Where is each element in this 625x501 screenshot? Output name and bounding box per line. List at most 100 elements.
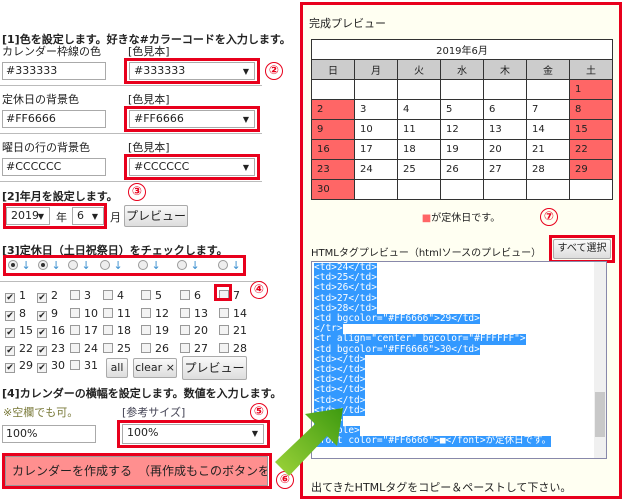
ref-size-select[interactable]: 100%	[122, 424, 264, 444]
annotation-box	[214, 284, 232, 301]
annotation-box	[3, 255, 246, 276]
day-checkbox[interactable]: 20	[180, 324, 208, 337]
calendar-day	[569, 179, 613, 200]
code-line: <td bgcolor="#FF6666">29</td>	[314, 313, 480, 325]
weekday-radio[interactable]: ↓	[100, 259, 123, 272]
day-checkbox[interactable]: ✔ 30	[37, 359, 65, 373]
day-checkbox[interactable]: 11	[103, 307, 131, 320]
html-source-textarea[interactable]: <td>24</td> <td>25</td> <td>26</td> <td>27<…	[311, 261, 607, 459]
day-checkbox[interactable]: ✔ 8	[5, 306, 26, 321]
annotation-box	[117, 420, 270, 448]
day-checkbox[interactable]: 25	[103, 342, 131, 355]
calendar-day	[397, 179, 441, 200]
day-checkbox[interactable]: ✔ 23	[37, 341, 65, 356]
code-line: </tr>	[314, 323, 343, 335]
calendar-day: 29	[569, 159, 613, 180]
color-field-label: 曜日の行の背景色	[2, 141, 90, 154]
swatch-label: [色見本]	[128, 93, 170, 106]
day-checkbox[interactable]: 6	[180, 289, 201, 302]
preview-title: 完成プレビュー	[309, 17, 386, 30]
day-checkbox[interactable]: 24	[70, 342, 98, 355]
annotation-box	[124, 154, 260, 180]
annotation-3: ③	[128, 183, 146, 201]
weekday-radio[interactable]: ↓	[218, 259, 241, 272]
color-input[interactable]: #CCCCCC	[2, 158, 106, 176]
weekday-radio[interactable]: ↓	[138, 259, 161, 272]
calendar-day: 21	[526, 139, 570, 160]
day-checkbox[interactable]: 28	[219, 342, 247, 355]
day-checkbox[interactable]: ✔ 9	[37, 306, 58, 321]
code-line: <td>24</td>	[314, 262, 377, 274]
calendar-day: 27	[483, 159, 527, 180]
day-checkbox[interactable]: 10	[70, 307, 98, 320]
code-line: <td></td>	[314, 374, 366, 386]
day-checkbox[interactable]: 17	[70, 324, 98, 337]
day-checkbox[interactable]: ✔ 16	[37, 324, 65, 338]
color-swatch-select[interactable]: #FF6666	[129, 110, 255, 128]
calendar-day	[483, 179, 527, 200]
day-checkbox[interactable]: 27	[180, 342, 208, 355]
width-input[interactable]: 100%	[2, 425, 96, 443]
calendar-title: 2019年6月	[311, 39, 613, 60]
day-checkbox[interactable]: ✔ 22	[5, 341, 33, 356]
scrollbar-thumb[interactable]	[595, 392, 605, 437]
day-checkbox[interactable]: 3	[70, 289, 91, 302]
day-checkbox[interactable]: 5	[141, 289, 162, 302]
calendar-day: 24	[354, 159, 398, 180]
calendar-day	[526, 79, 570, 100]
calendar-day	[311, 79, 355, 100]
code-line: <tr align="center" bgcolor="#FFFFFF">	[314, 333, 526, 345]
weekday-radio[interactable]: ↓	[177, 259, 200, 272]
section2-heading: [2]年月を設定します。	[2, 190, 118, 203]
day-checkbox[interactable]: ✔ 15	[5, 324, 33, 338]
clear-button[interactable]: clear ×	[133, 358, 177, 378]
day-checkbox[interactable]: 26	[141, 342, 169, 355]
holiday-swatch: ■	[421, 213, 432, 224]
code-line: <td></td>	[314, 394, 366, 406]
day-checkbox[interactable]: ✔ 1	[5, 289, 26, 303]
calendar-day	[354, 179, 398, 200]
calendar-day: 17	[354, 139, 398, 160]
weekday-radio[interactable]: ↓	[68, 259, 91, 272]
color-field-label: カレンダー枠線の色	[2, 45, 101, 58]
color-swatch-select[interactable]: #CCCCCC	[129, 158, 255, 176]
weekday-header: 木	[483, 59, 527, 80]
month-select[interactable]: 6	[72, 207, 104, 225]
weekday-radio[interactable]: ↓	[8, 259, 31, 272]
calendar-day	[440, 79, 484, 100]
day-checkbox[interactable]: 14	[219, 307, 247, 320]
scrollbar[interactable]	[594, 262, 606, 458]
calendar-day: 6	[483, 99, 527, 120]
calendar-day: 7	[526, 99, 570, 120]
year-unit: 年	[56, 211, 67, 224]
year-select[interactable]: 2019	[6, 207, 50, 225]
weekday-radio[interactable]: ↓	[38, 259, 61, 272]
code-line: <td>28</td>	[314, 302, 377, 315]
day-checkbox[interactable]: 18	[103, 324, 131, 337]
day-checkbox[interactable]: ✔ 2	[37, 289, 58, 303]
day-checkbox[interactable]: 13	[180, 307, 208, 320]
day-checkbox[interactable]: 19	[141, 324, 169, 337]
day-checkbox[interactable]: 31	[70, 359, 98, 372]
calendar-legend: ■が定休日です。	[303, 209, 619, 224]
check-all-button[interactable]: all	[106, 358, 128, 378]
code-line: <td></td>	[314, 384, 366, 396]
day-checkbox[interactable]: 21	[219, 324, 247, 337]
create-calendar-button[interactable]: カレンダーを作成する （再作成もこのボタンをクリ	[5, 456, 268, 486]
color-input[interactable]: #333333	[2, 62, 106, 80]
day-checkbox[interactable]: 12	[141, 307, 169, 320]
preview-button[interactable]: プレビュー	[124, 205, 188, 227]
select-all-button[interactable]: すべて選択	[553, 239, 611, 259]
day-checkbox[interactable]: ✔ 29	[5, 359, 33, 373]
calendar-day	[526, 179, 570, 200]
calendar-day: 20	[483, 139, 527, 160]
color-input[interactable]: #FF6666	[2, 110, 106, 128]
code-line: <td>27</td>	[314, 292, 377, 304]
calendar-day	[440, 179, 484, 200]
section3-heading: [3]定休日（土日祝祭日）をチェックします。	[2, 244, 228, 257]
calendar-day: 5	[440, 99, 484, 120]
color-swatch-select[interactable]: #333333	[129, 62, 255, 80]
calendar-day: 13	[483, 119, 527, 140]
preview-button-2[interactable]: プレビュー	[182, 356, 247, 380]
day-checkbox[interactable]: 4	[103, 289, 124, 302]
